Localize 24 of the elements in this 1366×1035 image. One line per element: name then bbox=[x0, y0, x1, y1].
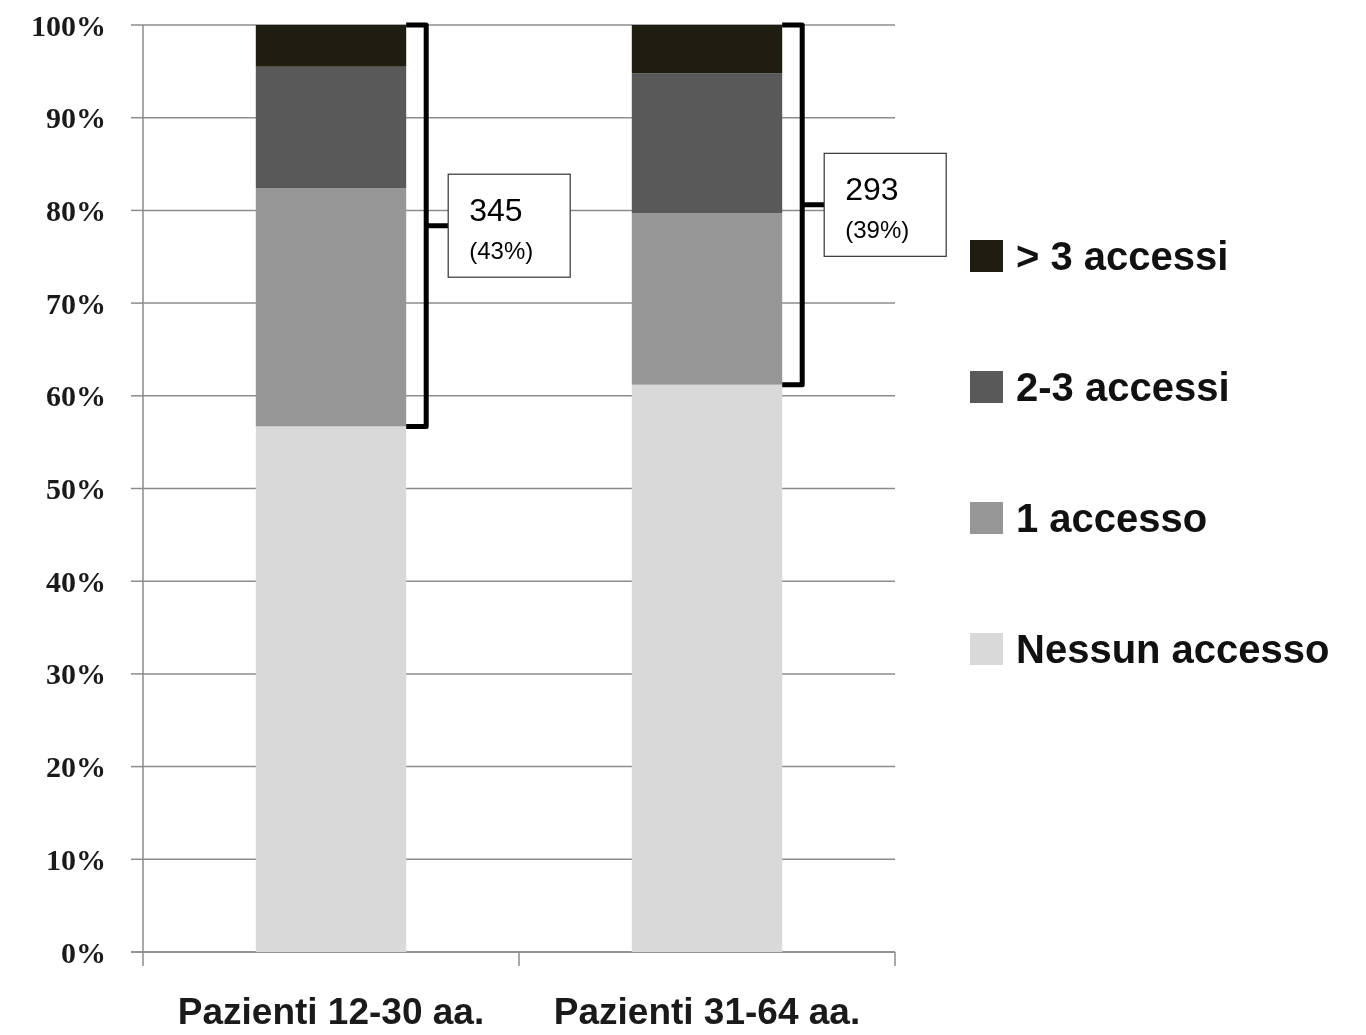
legend-label: 2-3 accessi bbox=[1016, 365, 1230, 410]
legend-label: > 3 accessi bbox=[1016, 234, 1229, 279]
bar bbox=[255, 66, 407, 189]
legend-label: 1 accesso bbox=[1016, 496, 1208, 541]
x-tick-label: Pazienti 12-30 aa. bbox=[177, 991, 485, 1032]
bar bbox=[255, 25, 407, 67]
y-tick-label: 30% bbox=[46, 657, 106, 691]
y-tick-label: 20% bbox=[46, 750, 106, 784]
y-tick-label: 50% bbox=[46, 472, 106, 505]
y-tick-label: 90% bbox=[46, 101, 106, 135]
annotation: 345 (43%) bbox=[469, 191, 534, 264]
annotation: 293 (39%) bbox=[845, 170, 910, 243]
bar bbox=[631, 25, 783, 74]
y-tick-label: 70% bbox=[46, 286, 106, 320]
bar bbox=[631, 384, 783, 952]
x-tick-label: Pazienti 31-64 aa. bbox=[553, 991, 861, 1032]
bar bbox=[255, 426, 407, 952]
y-tick-label: 60% bbox=[46, 379, 106, 413]
y-tick-label: 0% bbox=[61, 935, 106, 969]
y-tick-label: 80% bbox=[46, 193, 106, 227]
y-tick-label: 10% bbox=[46, 842, 106, 876]
legend-label: Nessun accesso bbox=[1016, 627, 1330, 672]
y-tick-label: 100% bbox=[31, 8, 106, 42]
y-tick-label: 40% bbox=[46, 564, 106, 598]
